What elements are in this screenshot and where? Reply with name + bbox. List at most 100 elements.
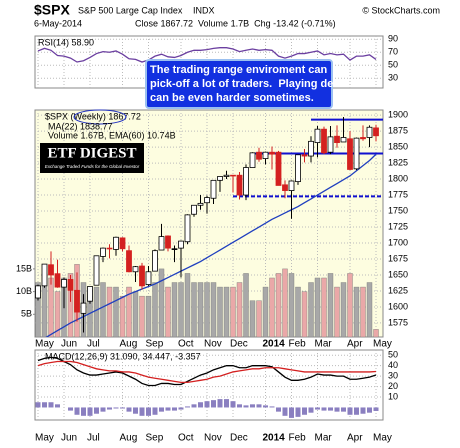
histogram-bar (42, 402, 47, 408)
histogram-bar (55, 404, 60, 408)
symbol: $SPX (34, 2, 70, 18)
x-tick-label: Dec (230, 433, 248, 444)
x-tick-label: Apr (347, 433, 363, 444)
volume-bar (204, 282, 210, 337)
x-tick-label: Nov (204, 433, 222, 444)
y-tick-label: 1825 (388, 157, 408, 167)
volume-bar (275, 273, 282, 337)
x-tick-label: Sep (146, 339, 164, 350)
histogram-bar (198, 402, 203, 408)
x-tick-label: 2014 (263, 339, 286, 350)
histogram-bar (276, 407, 281, 412)
y-tick-label: 1750 (388, 205, 408, 215)
volume-bar (360, 286, 366, 337)
candle-body (119, 237, 126, 250)
y-tick-label: 50 (388, 60, 398, 70)
y-tick-label: 40 (388, 360, 398, 370)
histogram-bar (250, 404, 255, 408)
histogram-bar (315, 407, 320, 410)
candle-body (87, 286, 93, 302)
candle-body (308, 140, 314, 157)
y-tick-label: 1600 (388, 301, 408, 311)
x-tick-label: 2014 (263, 433, 286, 444)
volume-bar (223, 286, 230, 337)
histogram-bar (87, 407, 93, 416)
candle-body (80, 302, 87, 314)
histogram-bar (172, 407, 177, 411)
histogram-bar (224, 399, 229, 408)
x-tick-label: Jul (87, 339, 100, 350)
x-tick-label: Apr (347, 339, 363, 350)
candle-body (230, 174, 236, 177)
exchange: INDX (193, 5, 215, 15)
volume-bar (106, 286, 113, 337)
volume-bar (262, 286, 269, 337)
y-tick-label: 1775 (388, 189, 408, 199)
candle-body (256, 151, 262, 160)
y-tick-label: 1850 (388, 141, 408, 151)
y-tick-label: 1800 (388, 173, 408, 183)
series-line (37, 356, 377, 387)
copyright: © StockCharts.com (362, 5, 440, 15)
volume-bar (249, 300, 256, 337)
y-tick-label: 30 (388, 73, 398, 83)
volume-bar (236, 282, 243, 337)
candle-body (67, 279, 74, 291)
histogram-bar (185, 406, 190, 408)
date: 6-May-2014 (34, 18, 82, 28)
histogram-bar (237, 404, 242, 408)
y-tick-label: 20 (388, 381, 398, 391)
histogram-bar (243, 405, 249, 408)
candle-body (327, 136, 334, 153)
candle-body (340, 137, 347, 143)
volume-bar (230, 286, 236, 337)
histogram-bar (191, 404, 197, 408)
candle-body (301, 154, 308, 157)
y-tick-label: 1625 (388, 285, 408, 295)
candle-body (204, 197, 210, 204)
candle-body (74, 289, 80, 313)
histogram-bar (217, 399, 223, 408)
y-tick-label: 1675 (388, 253, 408, 263)
y-tick-label: 50 (388, 350, 398, 360)
x-tick-label: Feb (289, 433, 307, 444)
volume-bar (158, 268, 165, 337)
rsi-legend: RSI(14) 58.90 (38, 37, 94, 47)
x-tick-label: Aug (120, 433, 138, 444)
candle-body (139, 265, 145, 287)
y2-tick-label: 10B (16, 286, 32, 296)
y-tick-label: 1700 (388, 237, 408, 247)
candle-body (373, 127, 379, 137)
histogram-bar (68, 407, 73, 411)
x-tick-label: Oct (178, 433, 194, 444)
histogram-bar (211, 400, 216, 408)
volume-bar (301, 291, 308, 337)
candle-body (353, 137, 360, 170)
volume-bar (152, 282, 158, 337)
candle-body (236, 174, 243, 196)
candle-body (321, 128, 327, 154)
x-tick-label: Jun (61, 433, 77, 444)
volume-bar (327, 273, 334, 337)
macd-layer (35, 350, 383, 420)
macd-legend: MACD(12,26,9) 31.090, 34.447, -3.357 (45, 351, 201, 361)
candle-body (61, 279, 67, 288)
quote: Close 1867.72 Volume 1.7B Chg -13.42 (-0… (135, 18, 336, 28)
histogram-bar (146, 407, 151, 416)
volume-bar (93, 286, 100, 337)
series-line (45, 153, 377, 337)
histogram-bar (328, 407, 333, 411)
histogram-bar (165, 407, 171, 411)
histogram-bar (321, 407, 327, 411)
volume-bar (373, 329, 379, 337)
volume-bar (256, 300, 262, 337)
x-tick-label: Mar (315, 339, 333, 350)
y-tick-label: 1875 (388, 125, 408, 135)
histogram-bar (152, 407, 158, 415)
y-tick-label: 1575 (388, 317, 408, 327)
histogram-bar (302, 407, 307, 415)
volume-bar (132, 291, 139, 337)
candle-body (113, 236, 119, 250)
candle-body (106, 247, 113, 250)
